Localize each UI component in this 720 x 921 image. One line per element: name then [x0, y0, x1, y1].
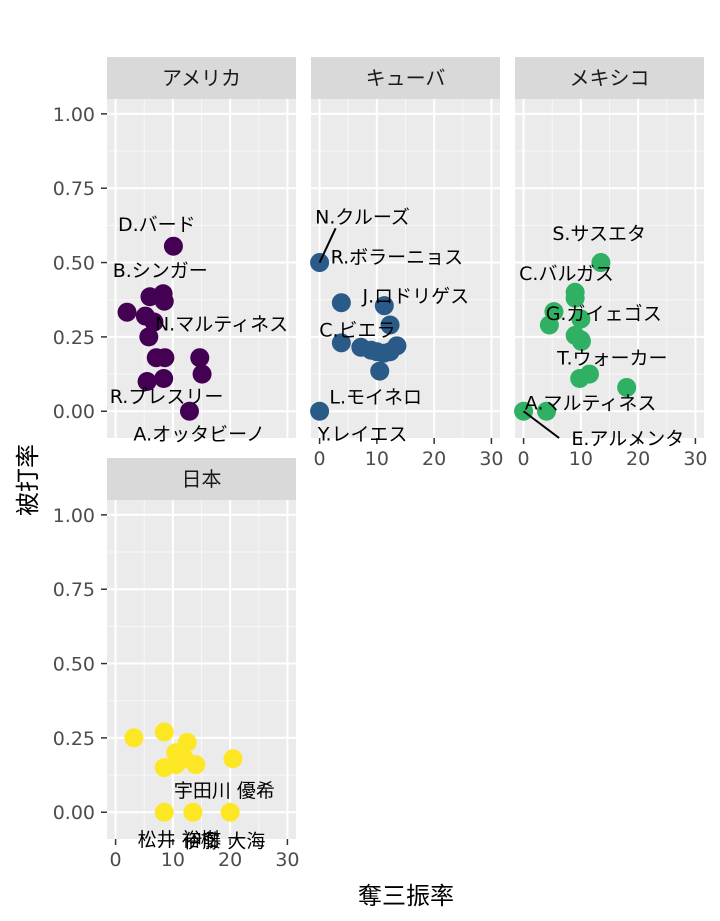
data-point	[192, 364, 212, 384]
point-label: A.オッタビーノ	[133, 424, 265, 446]
data-point	[154, 802, 174, 822]
point-label: S.サスエタ	[552, 223, 646, 245]
point-label: C.ビエラ	[319, 319, 395, 341]
point-label: R.ボラーニョス	[331, 247, 464, 269]
point-label: N.マルティネス	[155, 314, 288, 336]
data-point	[591, 253, 611, 273]
point-label: E.アルメンタ	[571, 428, 684, 450]
y-tick-label: 1.00	[53, 505, 95, 527]
facet-strip	[515, 57, 704, 99]
data-point	[387, 336, 407, 356]
y-tick-label: 1.00	[53, 104, 95, 126]
point-label: J.ロドリゲス	[361, 285, 469, 307]
point-label: D.バード	[118, 214, 196, 236]
y-tick-label: 0.00	[53, 401, 95, 423]
data-point	[537, 401, 556, 421]
data-point	[183, 802, 203, 822]
facet-strip-label: キューバ	[366, 66, 446, 90]
x-tick-label: 0	[314, 448, 326, 470]
x-tick-label: 20	[218, 849, 242, 871]
point-label: 松井 裕樹	[138, 829, 220, 851]
x-tick-label: 10	[569, 448, 593, 470]
data-point	[117, 302, 137, 322]
data-point	[190, 348, 210, 368]
y-tick-label: 0.75	[53, 579, 95, 601]
x-tick-label: 10	[365, 448, 389, 470]
data-point	[220, 802, 240, 822]
facet-strip	[311, 57, 500, 99]
y-tick-label: 0.75	[53, 178, 95, 200]
facet-panels: アメリカ 1.00 0.75 0.50 0.25 0.00 D.バード B.シンガー N.マルテ…	[53, 57, 708, 871]
data-point	[617, 377, 637, 397]
data-point	[154, 722, 174, 742]
x-tick-label: 0	[110, 849, 122, 871]
point-label: L.モイネロ	[329, 386, 422, 408]
data-point	[539, 315, 559, 335]
x-tick-label: 30	[683, 448, 707, 470]
point-label: A.マルティネス	[525, 392, 657, 414]
facet-strip	[107, 458, 296, 500]
data-point	[223, 749, 243, 769]
point-label: N.クルーズ	[315, 206, 410, 228]
data-point	[177, 732, 197, 752]
facet-strip-label: メキシコ	[570, 66, 650, 90]
data-point	[331, 293, 351, 313]
label-leader-line	[318, 227, 337, 263]
data-point	[137, 372, 157, 391]
data-point	[154, 369, 174, 389]
data-point	[565, 288, 585, 308]
x-tick-label: 20	[422, 448, 446, 470]
data-point	[154, 291, 174, 311]
x-tick-label: 10	[161, 849, 185, 871]
x-tick-label: 30	[479, 448, 503, 470]
facet-1: アメリカ 1.00 0.75 0.50 0.25 0.00 D.バード B.シンガー N.マルテ…	[53, 57, 296, 446]
data-point	[370, 361, 390, 381]
data-point	[139, 327, 159, 347]
x-tick-label: 0	[518, 448, 530, 470]
point-label: Y.レイエス	[317, 424, 408, 446]
facet-strip-label: 日本	[182, 467, 222, 491]
x-axis-title: 奪三振率	[358, 882, 454, 910]
y-tick-label: 0.00	[53, 802, 95, 824]
x-tick-label: 20	[626, 448, 650, 470]
data-point	[179, 401, 199, 421]
data-point	[380, 315, 400, 335]
y-tick-label: 0.50	[53, 253, 95, 275]
data-point	[570, 369, 590, 389]
point-label: C.バルガス	[519, 263, 614, 285]
facet-strip-label: アメリカ	[162, 66, 241, 90]
point-label: R.プレスリー	[110, 386, 224, 408]
y-tick-label: 0.25	[53, 327, 95, 349]
y-tick-label: 0.25	[53, 728, 95, 750]
data-point	[331, 333, 351, 353]
data-point	[144, 312, 164, 332]
data-point	[155, 348, 175, 368]
data-point	[163, 236, 183, 256]
point-label: T.ウォーカー	[556, 348, 667, 370]
data-point	[124, 728, 144, 748]
facet-3: メキシコ 0 10 20 30 S.サスエタ C.バルガス G.ガイェゴス T.ウォーカー A.マ…	[514, 57, 708, 470]
facet-2: キューバ 0 10 20 30 N.クルーズ R.ボラーニョス J.ロドリゲス C.ビエラ L.モ…	[310, 57, 504, 470]
y-tick-label: 0.50	[53, 654, 95, 676]
x-tick-label: 30	[275, 849, 299, 871]
facet-strip	[107, 57, 296, 99]
data-point	[374, 296, 394, 316]
data-point	[186, 755, 206, 775]
point-label: G.ガイェゴス	[546, 303, 662, 325]
point-label: B.シンガー	[113, 260, 208, 282]
point-label: 伊藤 大海	[183, 830, 265, 852]
data-point	[166, 755, 186, 775]
point-label: 宇田川 優希	[174, 780, 275, 802]
label-leader-line	[522, 410, 560, 439]
data-point	[571, 331, 591, 351]
y-axis-title: 被打率	[14, 444, 42, 516]
data-point	[310, 401, 330, 421]
data-point	[571, 309, 591, 329]
